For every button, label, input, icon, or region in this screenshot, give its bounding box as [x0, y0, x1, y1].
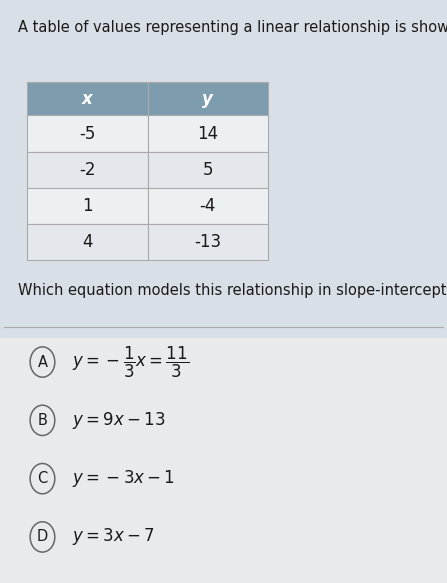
- Text: D: D: [37, 529, 48, 545]
- Text: x: x: [82, 90, 93, 107]
- Text: -2: -2: [79, 161, 95, 178]
- Text: $y = -3x - 1$: $y = -3x - 1$: [72, 468, 174, 489]
- Text: y: y: [202, 90, 213, 107]
- Text: A: A: [38, 354, 47, 370]
- Text: C: C: [38, 471, 47, 486]
- Bar: [0, 338, 447, 583]
- Text: B: B: [38, 413, 47, 428]
- Text: 14: 14: [197, 125, 219, 142]
- Text: A table of values representing a linear relationship is shown.: A table of values representing a linear …: [18, 20, 447, 36]
- Bar: [0, 0, 447, 338]
- Text: Which equation models this relationship in slope-intercept form?: Which equation models this relationship …: [18, 283, 447, 298]
- Text: 1: 1: [82, 197, 93, 215]
- Text: $y = 9x - 13$: $y = 9x - 13$: [72, 410, 165, 431]
- Text: $y = 3x - 7$: $y = 3x - 7$: [72, 526, 154, 547]
- Text: 5: 5: [202, 161, 213, 178]
- Text: -5: -5: [79, 125, 95, 142]
- Text: $y = -\dfrac{1}{3}x = \dfrac{11}{3}$: $y = -\dfrac{1}{3}x = \dfrac{11}{3}$: [72, 345, 189, 380]
- Text: 4: 4: [82, 233, 93, 251]
- Text: -13: -13: [194, 233, 221, 251]
- Text: -4: -4: [200, 197, 216, 215]
